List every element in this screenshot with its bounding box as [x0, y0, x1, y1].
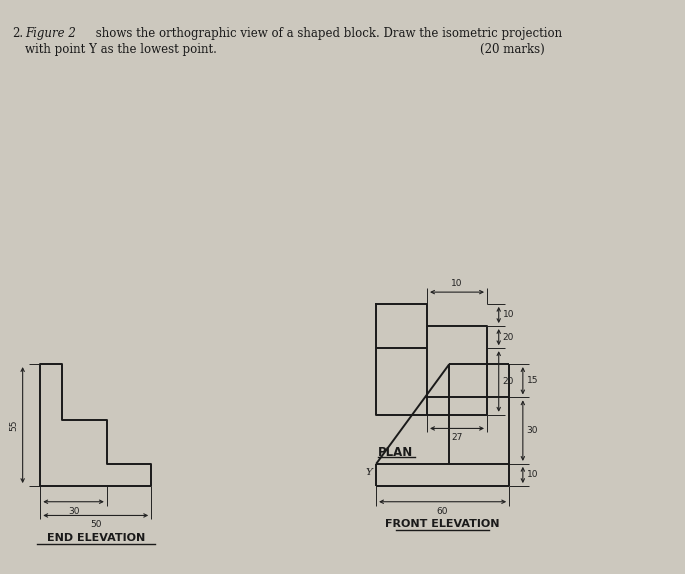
Text: 20: 20 [503, 332, 514, 342]
Text: 30: 30 [68, 507, 79, 515]
Text: 30: 30 [527, 426, 538, 435]
Text: 10: 10 [451, 279, 463, 288]
Text: 15: 15 [527, 377, 538, 385]
Text: 10: 10 [527, 471, 538, 479]
Text: Figure 2: Figure 2 [25, 27, 76, 40]
Text: PLAN: PLAN [378, 446, 413, 459]
Text: (20 marks): (20 marks) [480, 43, 545, 56]
Text: 10: 10 [503, 311, 514, 320]
Text: 20: 20 [503, 377, 514, 386]
Text: 2.: 2. [12, 27, 23, 40]
Text: Y: Y [365, 468, 372, 477]
Text: FRONT ELEVATION: FRONT ELEVATION [386, 519, 500, 529]
Text: 55: 55 [10, 420, 18, 431]
Text: with point Y as the lowest point.: with point Y as the lowest point. [25, 43, 217, 56]
Text: 50: 50 [90, 521, 101, 529]
Text: shows the orthographic view of a shaped block. Draw the isometric projection: shows the orthographic view of a shaped … [92, 27, 562, 40]
Text: 27: 27 [451, 433, 462, 443]
Text: END ELEVATION: END ELEVATION [47, 533, 145, 543]
Text: 60: 60 [437, 507, 449, 515]
